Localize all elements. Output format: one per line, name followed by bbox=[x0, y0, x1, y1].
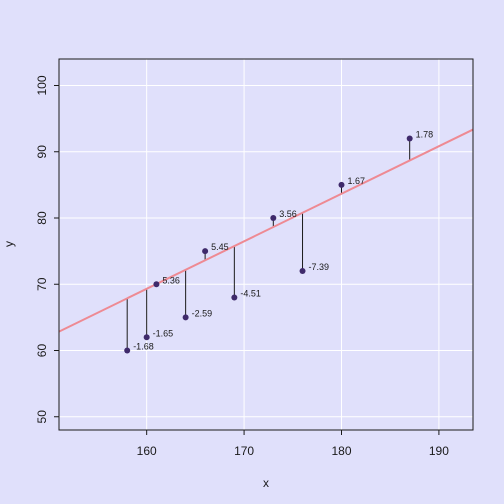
y-tick-label: 100 bbox=[35, 75, 49, 95]
x-tick-label: 180 bbox=[331, 444, 351, 458]
data-point bbox=[270, 215, 277, 221]
y-tick-label: 80 bbox=[35, 211, 49, 225]
data-point bbox=[202, 248, 209, 255]
residual-label: -7.39 bbox=[309, 262, 330, 272]
residual-label: 3.56 bbox=[279, 209, 297, 219]
x-axis-ticks: 160 170 180 190 bbox=[137, 430, 449, 458]
x-axis-title: x bbox=[263, 476, 269, 490]
residual-label: -1.65 bbox=[153, 328, 174, 338]
data-point bbox=[231, 294, 238, 301]
regression-line bbox=[58, 128, 474, 333]
x-tick-label: 160 bbox=[137, 444, 157, 458]
data-points bbox=[124, 135, 413, 354]
y-tick-label: 90 bbox=[35, 145, 49, 159]
residual-label: 5.45 bbox=[211, 242, 229, 252]
x-tick-label: 170 bbox=[234, 444, 254, 458]
data-point bbox=[338, 181, 345, 188]
x-tick-label: 190 bbox=[429, 444, 449, 458]
residual-label: 1.67 bbox=[347, 176, 365, 186]
y-tick-label: 70 bbox=[35, 277, 49, 291]
regression-line-group bbox=[58, 128, 474, 333]
residual-label: 1.78 bbox=[416, 130, 434, 140]
y-axis-title: y bbox=[2, 241, 16, 247]
data-point bbox=[124, 347, 131, 354]
y-tick-label: 60 bbox=[35, 344, 49, 358]
y-tick-label: 50 bbox=[35, 410, 49, 424]
residual-labels: -1.68 -1.65 5.36 -2.59 5.45 -4.51 3.56 -7.39 1.6… bbox=[133, 130, 433, 352]
plot-border bbox=[58, 58, 474, 431]
data-point bbox=[299, 268, 306, 274]
data-point bbox=[143, 334, 150, 341]
plot-panel bbox=[59, 59, 473, 430]
y-axis-ticks: 50 60 70 80 90 100 bbox=[35, 75, 59, 423]
data-point bbox=[406, 135, 413, 142]
residual-label: -1.68 bbox=[133, 342, 154, 352]
data-point bbox=[182, 314, 189, 321]
residual-label: 5.36 bbox=[162, 275, 180, 285]
residual-label: -4.51 bbox=[240, 289, 261, 299]
residual-label: -2.59 bbox=[192, 308, 213, 318]
data-point bbox=[153, 281, 160, 288]
